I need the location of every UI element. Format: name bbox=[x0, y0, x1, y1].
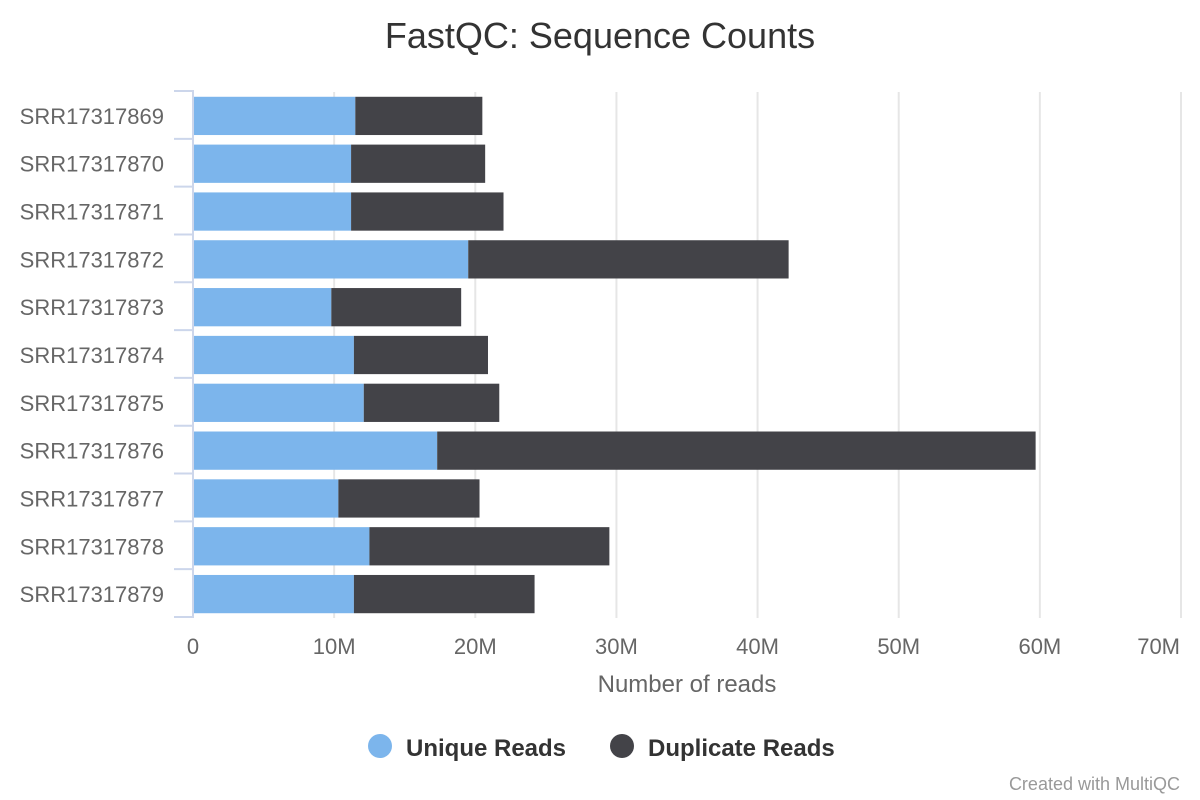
category-label: SRR17317870 bbox=[20, 152, 164, 177]
legend: Unique Reads Duplicate Reads bbox=[368, 734, 835, 762]
credits-link[interactable]: Created with MultiQC bbox=[1009, 774, 1180, 794]
bar-duplicate-reads[interactable] bbox=[355, 96, 483, 136]
bar-duplicate-reads[interactable] bbox=[351, 192, 504, 231]
x-tick-label: 50M bbox=[877, 634, 920, 659]
legend-label: Unique Reads bbox=[406, 735, 566, 762]
x-tick-label: 40M bbox=[736, 634, 779, 659]
category-label: SRR17317878 bbox=[20, 534, 164, 559]
category-label: SRR17317869 bbox=[20, 104, 164, 129]
bar-unique-reads[interactable] bbox=[193, 527, 370, 566]
legend-marker bbox=[368, 734, 392, 758]
x-tick-label: 70M bbox=[1137, 634, 1180, 659]
bar-unique-reads[interactable] bbox=[193, 335, 354, 375]
bar-unique-reads[interactable] bbox=[193, 479, 339, 518]
x-tick-label: 60M bbox=[1018, 634, 1061, 659]
x-tick-label: 10M bbox=[313, 634, 356, 659]
legend-label: Duplicate Reads bbox=[648, 735, 835, 762]
category-label: SRR17317874 bbox=[20, 343, 164, 368]
tick-labels: 0 10M 20M 30M 40M 50M 60M 70M bbox=[187, 634, 1180, 659]
bar-duplicate-reads[interactable] bbox=[437, 431, 1036, 470]
category-label: SRR17317872 bbox=[20, 247, 164, 272]
bar-duplicate-reads[interactable] bbox=[351, 144, 486, 183]
x-tick-label: 20M bbox=[454, 634, 497, 659]
bar-unique-reads[interactable] bbox=[193, 288, 332, 327]
bar-duplicate-reads[interactable] bbox=[353, 574, 535, 614]
bar-duplicate-reads[interactable] bbox=[353, 335, 488, 375]
x-tick-label: 30M bbox=[595, 634, 638, 659]
category-label: SRR17317879 bbox=[20, 582, 164, 607]
bars bbox=[193, 96, 1036, 614]
bar-unique-reads[interactable] bbox=[193, 192, 352, 231]
category-labels: SRR17317869 SRR17317870 SRR17317871 SRR1731… bbox=[20, 104, 164, 607]
legend-marker bbox=[610, 734, 634, 758]
bar-unique-reads[interactable] bbox=[193, 431, 438, 470]
bar-duplicate-reads[interactable] bbox=[363, 383, 500, 422]
category-label: SRR17317873 bbox=[20, 295, 164, 320]
axes bbox=[174, 90, 194, 618]
bar-unique-reads[interactable] bbox=[193, 240, 469, 279]
bar-duplicate-reads[interactable] bbox=[331, 288, 462, 327]
category-label: SRR17317876 bbox=[20, 439, 164, 464]
x-tick-label: 0 bbox=[187, 634, 199, 659]
bar-unique-reads[interactable] bbox=[193, 96, 356, 136]
category-label: SRR17317871 bbox=[20, 200, 164, 225]
chart-title: FastQC: Sequence Counts bbox=[385, 15, 815, 56]
category-label: SRR17317877 bbox=[20, 486, 164, 511]
legend-item-duplicate-reads[interactable]: Duplicate Reads bbox=[610, 734, 835, 762]
bar-unique-reads[interactable] bbox=[193, 383, 364, 422]
bar-duplicate-reads[interactable] bbox=[338, 479, 480, 518]
x-axis-title: Number of reads bbox=[598, 671, 777, 698]
bar-unique-reads[interactable] bbox=[193, 144, 352, 183]
bar-duplicate-reads[interactable] bbox=[369, 527, 610, 566]
legend-item-unique-reads[interactable]: Unique Reads bbox=[368, 734, 566, 762]
category-label: SRR17317875 bbox=[20, 391, 164, 416]
bar-unique-reads[interactable] bbox=[193, 574, 354, 614]
bar-duplicate-reads[interactable] bbox=[468, 240, 789, 279]
